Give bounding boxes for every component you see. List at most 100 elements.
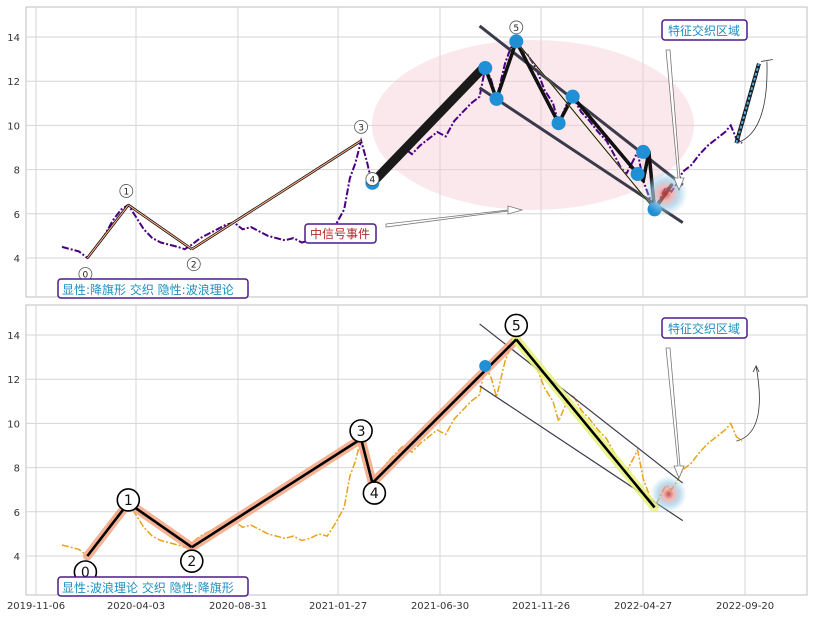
projection-tick	[760, 59, 773, 62]
x-tick-label: 2021-11-26	[512, 601, 570, 612]
x-tick-label: 2019-11-06	[7, 601, 65, 612]
pivot-marker	[630, 167, 645, 182]
y-tick-label: 10	[7, 419, 20, 430]
wave-label: 0	[83, 271, 89, 281]
flag-zigzag-line	[514, 39, 561, 125]
bottom-region-arrow	[665, 347, 685, 480]
bottom-pattern-overlays: 0 1 2 3 4 5	[73, 313, 760, 584]
pivot-marker	[479, 359, 492, 372]
wave-label-circle	[354, 119, 368, 134]
flag-zigzag-line	[570, 94, 645, 183]
top-pattern-label-box	[57, 278, 249, 299]
flag-zigzag-line	[494, 39, 519, 101]
top-pattern-label: 显性:降旗形 交织 隐性:波浪理论	[62, 282, 234, 297]
pivot-marker	[489, 91, 504, 106]
flag-diagonal-core	[515, 41, 655, 210]
projection-line	[735, 63, 760, 144]
pivot-marker	[509, 34, 524, 49]
event-arrow	[385, 205, 524, 228]
wave-label-circle	[349, 419, 373, 443]
y-tick-label: 10	[7, 121, 20, 132]
series-line	[61, 39, 743, 260]
wave-label: 1	[123, 187, 129, 197]
y-tick-label: 12	[7, 77, 20, 88]
projection-curve	[736, 365, 760, 442]
wave-segment	[359, 438, 374, 484]
wave-segment	[191, 140, 362, 250]
bottom-panel-frame	[25, 304, 808, 596]
wave-label: 4	[370, 486, 379, 502]
top-region-callout: 特征交织区域	[661, 19, 748, 192]
x-tick-label: 2020-04-03	[107, 601, 165, 612]
x-tick-label: 2022-09-20	[716, 601, 774, 612]
x-tick-labels: 2019-11-06 2020-04-03 2020-08-31 2021-01-27…	[7, 601, 774, 612]
top-price-series	[61, 39, 743, 260]
interweave-hotspot	[650, 476, 687, 513]
pivot-marker	[551, 116, 566, 131]
projection-curve	[736, 61, 768, 144]
wave-label-circle	[186, 257, 201, 272]
x-tick-label: 2021-06-30	[411, 601, 469, 612]
wave-label: 5	[513, 24, 519, 34]
y-tick-label: 4	[14, 254, 20, 265]
wave-segment	[371, 338, 518, 484]
wave-label: 2	[191, 261, 197, 271]
top-y-tick-labels: 4 6 8 10 12 14	[7, 33, 20, 265]
y-tick-label: 8	[14, 166, 20, 177]
channel-upper-line	[479, 323, 684, 484]
x-tick-label: 2020-08-31	[209, 601, 267, 612]
wave-label-circle	[504, 313, 529, 338]
wave-segment	[127, 204, 193, 250]
event-label: 中信号事件	[310, 226, 370, 241]
x-tick-label: 2021-01-27	[309, 601, 367, 612]
bottom-region-label-box	[661, 317, 748, 339]
wave-segment	[191, 437, 362, 549]
top-region-arrow	[665, 49, 685, 192]
bottom-pattern-box: 显性:波浪理论 交织 隐性:降旗形	[57, 576, 249, 597]
y-tick-label: 12	[7, 375, 20, 386]
projection-arrowhead	[752, 365, 760, 373]
bottom-region-callout: 特征交织区域	[661, 317, 748, 480]
wave-label-circle	[362, 481, 387, 505]
top-event-callout: 中信号事件	[304, 205, 524, 244]
y-tick-label: 6	[14, 508, 20, 519]
event-label-box	[304, 223, 377, 244]
wave-segment	[515, 338, 656, 509]
wave-segment	[86, 204, 129, 259]
y-tick-label: 4	[14, 552, 20, 563]
wave-segment	[127, 501, 193, 549]
wave-label: 4	[370, 176, 376, 186]
wave-label: 0	[81, 565, 90, 581]
top-pattern-overlays: 0 1 2 3 4 5	[78, 20, 773, 281]
wave-segment	[86, 502, 130, 557]
top-region-label-box	[661, 19, 748, 41]
bottom-pattern-label-box	[57, 576, 249, 597]
wave-label-circle	[365, 172, 380, 186]
pivot-marker	[636, 144, 651, 159]
wave-label: 3	[358, 123, 364, 133]
y-tick-label: 14	[7, 33, 20, 44]
wave-label: 1	[124, 493, 133, 509]
y-tick-label: 8	[14, 464, 20, 475]
impulse-thick-line	[367, 61, 490, 188]
pivot-marker	[565, 89, 580, 104]
wave-label-circle	[509, 20, 524, 35]
bottom-region-label: 特征交织区域	[668, 321, 740, 336]
pivot-marker	[478, 60, 493, 75]
wave-label-circle	[116, 488, 141, 512]
wave-label: 5	[512, 318, 521, 334]
wave-label: 2	[187, 554, 196, 570]
top-region-label: 特征交织区域	[668, 23, 740, 38]
bottom-pattern-label: 显性:波浪理论 交织 隐性:降旗形	[62, 580, 234, 595]
y-tick-label: 14	[7, 331, 20, 342]
wave-label-circle	[179, 549, 204, 573]
y-tick-label: 6	[14, 210, 20, 221]
top-pattern-box: 显性:降旗形 交织 隐性:波浪理论	[57, 278, 249, 299]
bottom-y-tick-labels: 4 6 8 10 12 14	[7, 331, 20, 563]
wave-label-circle	[119, 184, 134, 198]
x-tick-label: 2022-04-27	[614, 601, 672, 612]
wave-label: 3	[357, 424, 366, 440]
